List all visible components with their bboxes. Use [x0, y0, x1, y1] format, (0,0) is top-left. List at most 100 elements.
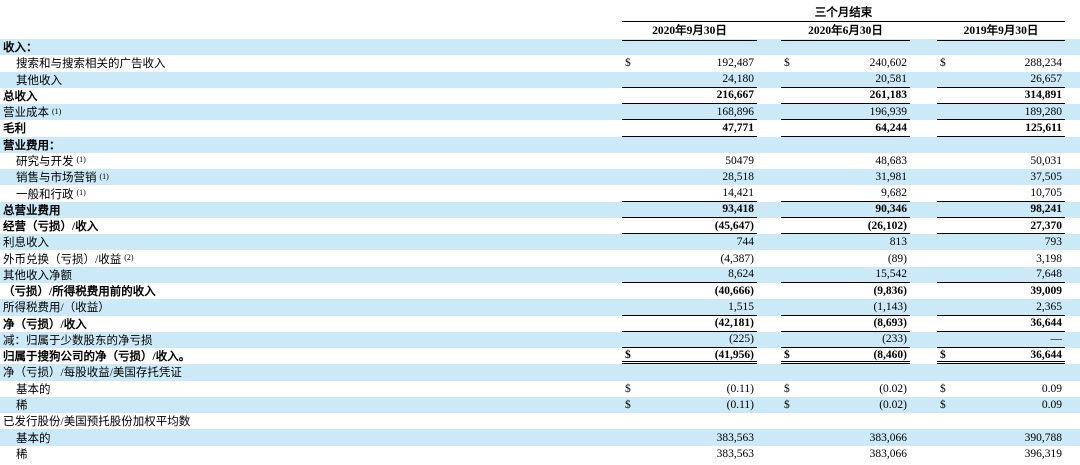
table-row: 已发行股份/美国预托股份加权平均数	[0, 413, 1080, 429]
cell-value: 36,644	[1030, 348, 1062, 361]
row-label: 外币兑换（亏损）/收益 (2)	[3, 253, 134, 266]
cell-value: 31,981	[875, 171, 907, 184]
value-cell: 383,066	[781, 429, 910, 445]
cell-value: 37,505	[1030, 171, 1062, 184]
row-label: 其他收入	[16, 74, 62, 87]
table-row: 所得税费用/（收益） 1,515 (1,143) 2,365	[0, 299, 1080, 316]
period-header: 三个月结束	[622, 0, 1065, 22]
table-row: 稀 $ (0.11) $ (0.02) $0.09	[0, 396, 1080, 414]
footnote-marker: (1)	[76, 155, 86, 165]
row-label: 营业成本 (1)	[3, 106, 62, 120]
cell-value: 192,487	[716, 57, 754, 70]
value-cell: 50,031	[937, 153, 1065, 169]
value-cell: 20,581	[781, 72, 910, 88]
value-cell	[937, 39, 1065, 55]
table-row: 收入：	[0, 39, 1080, 56]
cell-value: (4,387)	[720, 252, 754, 265]
value-cell: 1,515	[622, 299, 757, 316]
cell-value: 20,581	[875, 73, 907, 86]
cell-value: (41,956)	[714, 348, 754, 361]
cell-value: 47,771	[722, 121, 754, 134]
cell-value: (42,181)	[714, 317, 754, 330]
value-cell: (40,666)	[622, 283, 757, 299]
cell-value: (8,693)	[873, 317, 907, 330]
value-cell: 8,624	[622, 267, 757, 283]
table-row: （亏损）/所得税费用前的收入 (40,666) (9,836) 39,009	[0, 283, 1080, 299]
row-label: 总收入	[3, 90, 38, 103]
value-cell: 31,981	[781, 169, 910, 185]
cell-value: 196,939	[869, 105, 907, 118]
table-row: 营业费用：	[0, 136, 1080, 153]
cell-value: (0.11)	[726, 382, 754, 395]
value-cell: 9,682	[781, 185, 910, 202]
currency-symbol: $	[625, 348, 631, 361]
cell-value: (8,460)	[873, 348, 907, 361]
cell-value: 28,518	[722, 171, 754, 184]
value-cell: 24,180	[622, 72, 757, 88]
cell-value: (0.02)	[879, 398, 907, 411]
row-label: 总营业费用	[3, 204, 61, 217]
cell-value: 125,611	[1025, 121, 1062, 134]
row-label: 净（亏损）/每股收益/美国存托凭证	[3, 367, 182, 380]
footnote-marker: (1)	[76, 188, 86, 198]
row-label: 研究与开发 (1)	[16, 155, 86, 168]
cell-value: 744	[736, 236, 754, 249]
cell-value: 189,280	[1024, 105, 1062, 118]
cell-value: 10,705	[1030, 187, 1062, 200]
currency-symbol: $	[784, 382, 790, 395]
value-cell: 15,542	[781, 267, 910, 283]
cell-value: (0.02)	[879, 382, 907, 395]
currency-symbol: $	[940, 57, 946, 70]
table-row: 基本的 383,563 383,066 390,788	[0, 429, 1080, 446]
currency-symbol: $	[784, 398, 790, 411]
row-label: 销售与市场营销 (1)	[16, 171, 109, 185]
column-header-2019-09-30: 2019年9月30日	[937, 22, 1065, 41]
cell-value: 14,421	[722, 187, 754, 200]
value-cell	[937, 364, 1065, 380]
table-row: 利息收入 744 813 793	[0, 234, 1080, 251]
value-cell: 48,683	[781, 153, 910, 169]
value-cell: $0.09	[937, 397, 1065, 413]
table-row: 净（亏损）/每股收益/美国存托凭证	[0, 364, 1080, 381]
cell-value: 90,346	[875, 203, 907, 216]
table-body: 收入： 搜索和与搜索相关的广告收入 $192,487 $240,602 $288,234…	[0, 39, 1080, 462]
cell-value: 36,644	[1030, 317, 1062, 330]
table-row: 其他收入净额 8,624 15,542 7,648	[0, 266, 1080, 283]
value-cell: 14,421	[622, 185, 757, 202]
value-cell: (8,693)	[781, 316, 910, 332]
value-cell: $240,602	[781, 55, 910, 71]
cell-value: 216,667	[716, 89, 754, 102]
cell-value: 383,066	[869, 431, 907, 444]
value-cell: (42,181)	[622, 316, 757, 332]
value-cell: 26,657	[937, 72, 1065, 88]
row-label: 减：归属于少数股东的净亏损	[3, 334, 153, 347]
currency-symbol: $	[784, 348, 790, 361]
cell-value: 383,563	[716, 431, 754, 444]
value-cell: 196,939	[781, 104, 910, 121]
table-row: 基本的 $ (0.11) $ (0.02) $0.09	[0, 381, 1080, 397]
value-cell: 47,771	[622, 120, 757, 137]
cell-value: 1,515	[728, 300, 754, 313]
value-cell: 216,667	[622, 88, 757, 105]
value-cell: $192,487	[622, 55, 757, 71]
table-row: 营业成本 (1) 168,896 196,939 189,280	[0, 104, 1080, 121]
cell-value: 2,365	[1036, 300, 1062, 313]
footnote-marker: (2)	[124, 253, 134, 263]
value-cell: $ (0.02)	[781, 381, 910, 397]
row-label: 基本的	[16, 383, 51, 396]
cell-value: 261,183	[869, 89, 907, 102]
cell-value: 48,683	[875, 154, 907, 167]
table-column-header-row: 2020年9月30日 2020年6月30日 2019年9月30日	[0, 22, 1080, 41]
cell-value: 9,682	[881, 187, 907, 200]
value-cell: 36,644	[937, 316, 1065, 332]
row-label: 稀	[16, 399, 28, 412]
value-cell: (233)	[781, 332, 910, 349]
value-cell: 314,891	[937, 88, 1065, 105]
value-cell: (1,143)	[781, 299, 910, 316]
row-label: 毛利	[3, 123, 26, 136]
value-cell: 98,241	[937, 202, 1065, 218]
row-label: 其他收入净额	[3, 269, 72, 282]
value-cell: 39,009	[937, 283, 1065, 299]
value-cell: 168,896	[622, 104, 757, 121]
